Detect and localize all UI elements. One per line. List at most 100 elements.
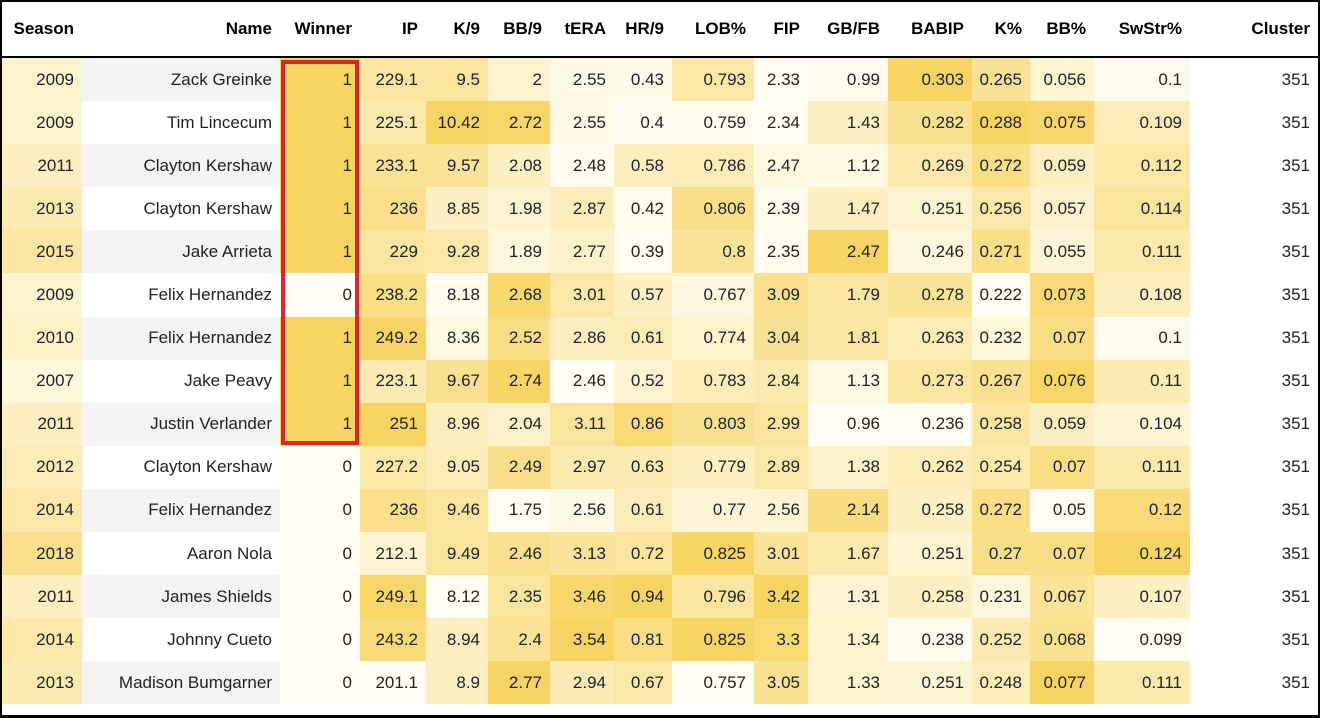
table-row: 2018 Aaron Nola 0 212.1 9.49 2.46 3.13 0.72 0.82… [2,532,1318,576]
table-cell: 1 [280,316,360,360]
table-cell: 0.81 [614,618,672,662]
column-header: LOB% [672,2,754,58]
table-cell: 229.1 [360,57,426,102]
table-cell: 3.46 [550,575,614,619]
table-cell: 0.265 [972,57,1030,102]
table-cell: 2.49 [488,445,550,489]
table-cell: 0.278 [888,273,972,317]
table-cell: 0.059 [1030,144,1094,188]
table-cell: Jake Arrieta [82,230,280,274]
table-cell: 1.75 [488,488,550,533]
table-cell: 0.056 [1030,57,1094,102]
table-cell: 0.806 [672,187,754,231]
table-cell: 0.114 [1094,187,1190,231]
table-cell: 236 [360,488,426,533]
table-cell: 0.774 [672,316,754,360]
table-row: 2007 Jake Peavy 1 223.1 9.67 2.74 2.46 0.52 0.78… [2,359,1318,403]
table-cell: 9.5 [426,57,488,102]
table-cell: 0.825 [672,618,754,662]
table-row: 2013 Clayton Kershaw 1 236 8.85 1.98 2.87 0.42 0… [2,187,1318,231]
table-cell: 2011 [2,144,82,188]
table-cell: 2.55 [550,57,614,102]
column-header: HR/9 [614,2,672,58]
table-cell: 238.2 [360,273,426,317]
table-cell: 2.77 [550,230,614,274]
table-cell: 2.99 [754,402,808,446]
table-cell: 0.112 [1094,144,1190,188]
table-cell: 2009 [2,101,82,145]
table-cell: 0.273 [888,359,972,403]
table-row: 2011 Clayton Kershaw 1 233.1 9.57 2.08 2.48 0.5… [2,144,1318,188]
table-cell: 8.18 [426,273,488,317]
table-cell: 2013 [2,661,82,705]
table-cell: 0.246 [888,230,972,274]
table-cell: 212.1 [360,532,426,576]
table-cell: 2011 [2,402,82,446]
table-cell: 2.87 [550,187,614,231]
table-cell: 0.232 [972,316,1030,360]
table-cell: 0.111 [1094,661,1190,705]
table-cell: 2.47 [754,144,808,188]
table-cell: 351 [1190,273,1318,317]
table-cell: 2009 [2,273,82,317]
table-cell: 0.759 [672,101,754,145]
table-cell: 0.111 [1094,230,1190,274]
table-cell: 2015 [2,230,82,274]
table-cell: 8.85 [426,187,488,231]
table-cell: 225.1 [360,101,426,145]
table-cell: 8.12 [426,575,488,619]
table-cell: 0.39 [614,230,672,274]
table-cell: 229 [360,230,426,274]
table-cell: 0.258 [888,575,972,619]
table-cell: 2.56 [550,488,614,533]
table-cell: 3.01 [550,273,614,317]
table-cell: 2010 [2,316,82,360]
table-cell: 0.057 [1030,187,1094,231]
table-cell: 249.1 [360,575,426,619]
table-cell: 351 [1190,359,1318,403]
table-cell: Johnny Cueto [82,618,280,662]
table-cell: 0.786 [672,144,754,188]
table-cell: 2.94 [550,661,614,705]
table-cell: 2.46 [550,359,614,403]
table-cell: 0.073 [1030,273,1094,317]
table-cell: 2.14 [808,488,888,533]
table-cell: 0.11 [1094,359,1190,403]
table-cell: 0.272 [972,144,1030,188]
table-cell: 9.67 [426,359,488,403]
table-cell: 2.97 [550,445,614,489]
table-row: 2011 Justin Verlander 1 251 8.96 2.04 3.11 0.86… [2,402,1318,446]
table-cell: 0.767 [672,273,754,317]
table-cell: 2014 [2,488,82,533]
table-cell: 0.43 [614,57,672,102]
table-cell: 9.57 [426,144,488,188]
table-cell: 0.258 [888,488,972,533]
table-cell: 0.1 [1094,316,1190,360]
table-cell: 3.11 [550,402,614,446]
table-cell: 351 [1190,488,1318,533]
table-cell: 2.04 [488,402,550,446]
table-cell: 0.793 [672,57,754,102]
table-cell: 3.09 [754,273,808,317]
table-cell: 0.077 [1030,661,1094,705]
table-cell: 2012 [2,445,82,489]
table-cell: 0.107 [1094,575,1190,619]
table-cell: 0.779 [672,445,754,489]
table-cell: 351 [1190,57,1318,102]
table-cell: Felix Hernandez [82,488,280,533]
table-cell: 0.57 [614,273,672,317]
table-cell: 0.269 [888,144,972,188]
table-cell: 0.251 [888,187,972,231]
table-cell: 9.28 [426,230,488,274]
table-cell: 201.1 [360,661,426,705]
table-cell: 8.36 [426,316,488,360]
table-cell: 0.124 [1094,532,1190,576]
table-cell: 0.254 [972,445,1030,489]
table-cell: Clayton Kershaw [82,144,280,188]
column-header: tERA [550,2,614,58]
column-header: BABIP [888,2,972,58]
column-header: Winner [280,2,360,58]
table-cell: 3.3 [754,618,808,662]
table-cell: 1.47 [808,187,888,231]
